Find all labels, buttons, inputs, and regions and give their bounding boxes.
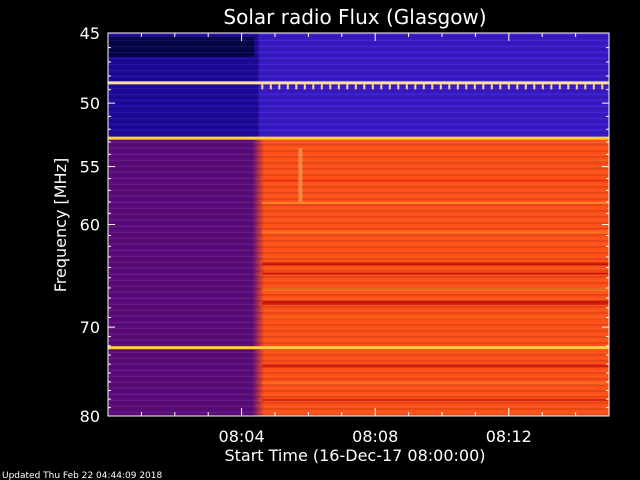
y-tick-label: 60 xyxy=(80,216,100,235)
chart-title: Solar radio Flux (Glasgow) xyxy=(223,5,486,29)
y-tick-label: 45 xyxy=(80,24,100,43)
y-axis: 45 50 55 60 70 80 xyxy=(80,24,609,426)
bright-band xyxy=(108,346,609,350)
x-tick-label: 08:12 xyxy=(486,427,532,446)
burst-streak xyxy=(298,148,303,202)
x-tick-label: 08:08 xyxy=(352,427,398,446)
footer-updated: Updated Thu Feb 22 04:44:09 2018 xyxy=(2,471,163,480)
spectrogram-plot xyxy=(108,33,609,416)
y-tick-label: 80 xyxy=(80,407,100,426)
y-tick-label: 50 xyxy=(80,94,100,113)
x-axis: 08:04 08:08 08:12 xyxy=(140,33,577,446)
y-tick-label: 70 xyxy=(80,318,100,337)
bright-band xyxy=(108,136,609,140)
x-axis-label: Start Time (16-Dec-17 08:00:00) xyxy=(224,446,485,465)
y-tick-label: 55 xyxy=(80,158,100,177)
y-axis-label: Frequency [MHz] xyxy=(51,158,70,292)
x-tick-label: 08:04 xyxy=(219,427,265,446)
comb-marks xyxy=(261,84,604,90)
texture-overlay xyxy=(108,33,609,416)
bright-band xyxy=(108,81,609,85)
